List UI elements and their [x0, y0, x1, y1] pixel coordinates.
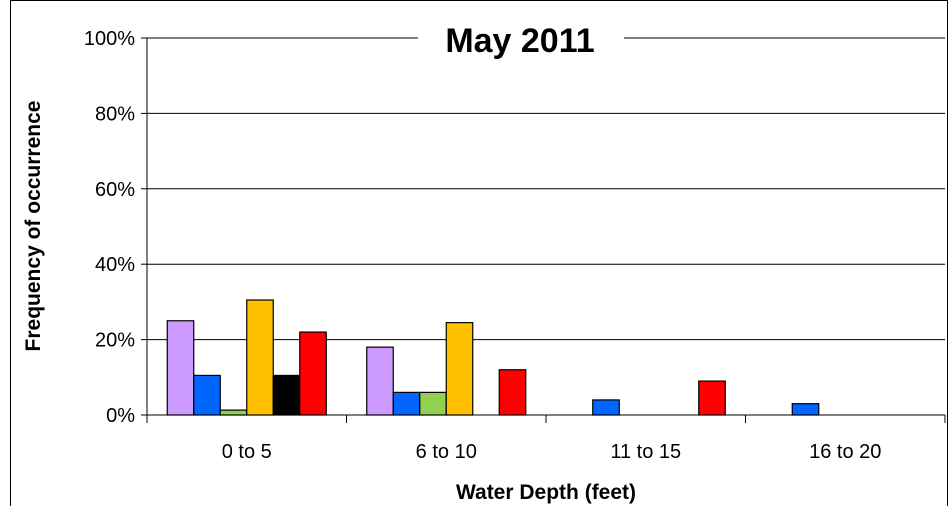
bar — [592, 399, 620, 416]
y-tick-label: 60% — [95, 179, 135, 201]
bar — [419, 391, 447, 416]
y-tick-label: 20% — [95, 330, 135, 352]
chart-title: May 2011 — [445, 22, 594, 60]
x-axis-title: Water Depth (feet) — [456, 481, 636, 504]
bars — [166, 299, 820, 416]
x-tick-label: 16 to 20 — [809, 441, 881, 463]
bar — [498, 369, 527, 416]
bar — [698, 380, 726, 416]
bar — [299, 331, 327, 416]
y-tick-label: 40% — [95, 254, 135, 276]
bar — [193, 374, 221, 416]
x-tick-label: 11 to 15 — [610, 441, 681, 463]
bar — [392, 391, 421, 416]
y-tick-label: 0% — [106, 405, 135, 427]
x-tick-label: 6 to 10 — [416, 441, 477, 463]
grid: 0% 20% 40% 60% 80% 100% 0 to 5 6 to 10 11 to 15 1… — [84, 28, 946, 463]
bar — [166, 320, 195, 416]
bar — [219, 409, 248, 416]
bar — [445, 322, 474, 416]
bar — [246, 299, 274, 416]
y-tick-label: 100% — [84, 28, 135, 50]
chart-border — [10, 0, 948, 506]
bar — [272, 374, 301, 416]
x-tick-label: 0 to 5 — [222, 441, 272, 463]
bar — [791, 403, 820, 416]
y-axis-title: Frequency of occurrence — [22, 101, 45, 352]
y-tick-label: 80% — [95, 103, 135, 125]
bar — [366, 346, 394, 416]
title-background — [418, 14, 624, 62]
